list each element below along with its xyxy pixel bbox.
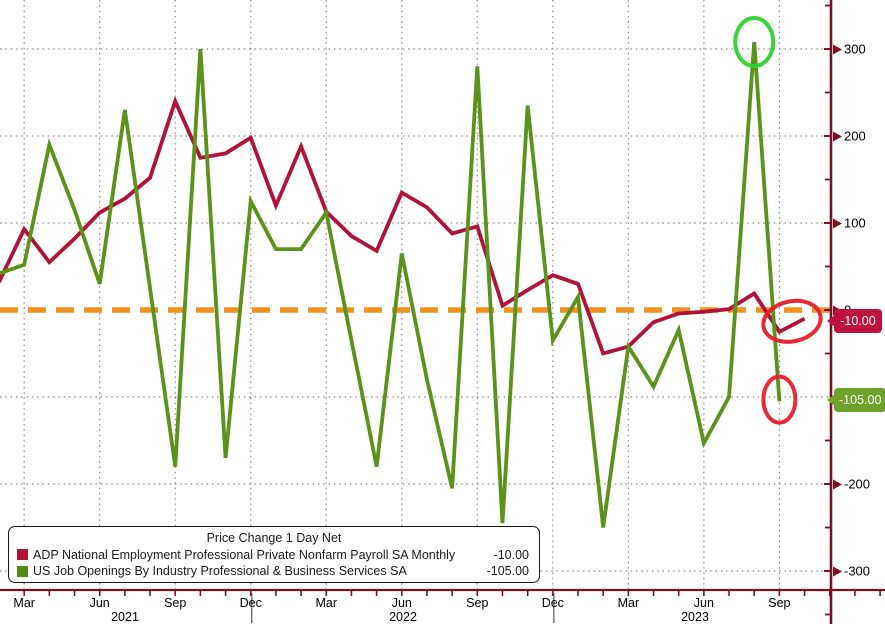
x-tick-label: Dec: [541, 596, 564, 610]
x-tick-label: Mar: [13, 596, 35, 610]
y-tick-label: 200: [833, 129, 866, 144]
y-tick-label: -200: [833, 477, 870, 492]
legend-row-adp: ADP National Employment Professional Pri…: [17, 548, 531, 562]
axis-pointer-icon: [833, 44, 842, 54]
axis-pointer-icon: [833, 479, 842, 489]
x-tick-label: Sep: [768, 596, 791, 610]
year-label: 2023: [681, 610, 709, 624]
adp-series-swatch: [17, 549, 28, 560]
axis-pointer-icon: [833, 131, 842, 141]
x-tick-label: Jun: [89, 596, 110, 610]
x-tick-label: Jun: [391, 596, 412, 610]
annotation-ellipse: [761, 298, 823, 344]
last-price-badge-adp: -10.00: [834, 309, 882, 334]
legend-label-job-openings: US Job Openings By Industry Professional…: [33, 564, 407, 579]
y-tick-text: -200: [844, 476, 871, 492]
series-line-adp-payroll: [0, 95, 806, 356]
legend-box: Price Change 1 Day Net ADP National Empl…: [8, 526, 540, 583]
y-tick-text: -300: [844, 563, 871, 579]
axis-pointer-icon: [833, 566, 842, 576]
annotation-ellipse: [761, 374, 798, 425]
y-tick-label: 300: [833, 42, 866, 57]
year-label: 2022: [389, 610, 417, 624]
y-tick-text: 300: [844, 41, 866, 57]
x-tick-label: Mar: [617, 596, 640, 610]
legend-value-adp: -10.00: [493, 547, 529, 562]
series-line-job-openings: [0, 41, 782, 528]
x-tick-label: Sep: [164, 596, 187, 610]
y-tick-text: 100: [844, 215, 866, 231]
job-openings-series-swatch: [17, 565, 28, 577]
x-tick-label: Mar: [315, 596, 338, 610]
x-tick-label: Jun: [693, 596, 714, 610]
y-tick-text: 200: [844, 128, 866, 144]
legend-label-adp: ADP National Employment Professional Pri…: [33, 547, 456, 562]
x-tick-label: Sep: [466, 596, 489, 610]
legend-title: Price Change 1 Day Net: [206, 530, 342, 545]
legend-value-job-openings: -105.00: [486, 564, 529, 579]
y-tick-label: -300: [833, 564, 870, 579]
annotation-ellipse: [733, 16, 776, 69]
y-tick-label: 100: [833, 216, 866, 231]
last-price-badge-job-openings: -105.00: [834, 387, 885, 412]
x-tick-label: Dec: [239, 596, 262, 610]
year-label: 2021: [111, 610, 139, 624]
axis-pointer-icon: [833, 218, 842, 228]
legend-row-job-openings: US Job Openings By Industry Professional…: [17, 564, 531, 578]
